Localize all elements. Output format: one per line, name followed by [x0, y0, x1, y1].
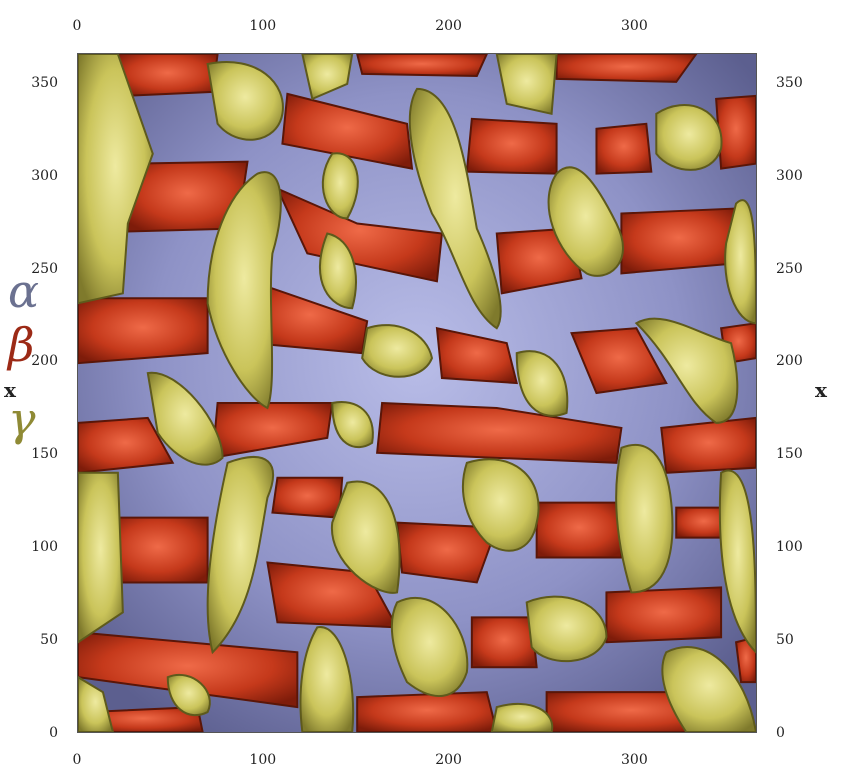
top-tick-label: 200	[435, 18, 462, 34]
left-tick-label: 50	[40, 632, 58, 649]
right-tick-label: 250	[776, 260, 803, 277]
left-tick-label: 250	[31, 260, 58, 277]
left-tick-label: 100	[31, 539, 58, 556]
top-tick-label: 0	[72, 18, 82, 34]
right-tick-label: 200	[776, 353, 803, 370]
left-axis-label: x	[4, 378, 16, 402]
right-tick-label: 300	[776, 167, 803, 184]
legend-beta: β	[8, 318, 35, 372]
bottom-tick-label: 100	[249, 752, 277, 768]
bottom-tick-label: 300	[621, 752, 648, 768]
legend-gamma: γ	[8, 392, 36, 446]
bottom-tick-label: 0	[72, 752, 82, 768]
left-tick-label: 150	[31, 446, 58, 463]
right-tick-label: 100	[776, 539, 803, 556]
left-tick-label: 300	[31, 167, 58, 184]
top-tick-label: 300	[621, 18, 648, 34]
right-tick-label: 0	[776, 725, 785, 741]
legend-alpha: α	[8, 264, 40, 318]
bottom-tick-label: 200	[435, 752, 462, 768]
left-tick-label: 200	[31, 353, 58, 370]
right-tick-label: 50	[776, 632, 794, 649]
microstructure-image	[77, 53, 757, 733]
left-tick-label: 350	[31, 74, 58, 91]
right-tick-label: 150	[776, 446, 803, 463]
top-tick-label: 100	[249, 18, 277, 34]
left-tick-label: 0	[49, 725, 58, 741]
right-axis-label: x	[815, 378, 827, 402]
right-tick-label: 350	[776, 74, 803, 91]
gamma-grains	[78, 54, 756, 732]
